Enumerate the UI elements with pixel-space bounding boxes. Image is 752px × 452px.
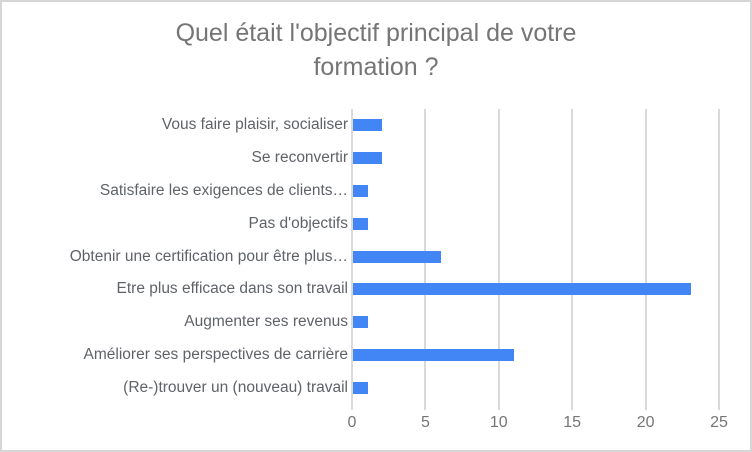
x-tick-label: 10: [489, 414, 508, 431]
chart-title: Quel était l'objectif principal de votre…: [175, 19, 577, 81]
gridline: [497, 109, 500, 404]
bar: [353, 217, 368, 230]
bar: [353, 184, 368, 197]
category-label: Augmenter ses revenus: [184, 313, 348, 331]
gridline: [571, 109, 574, 404]
category-label: Pas d'objectifs: [248, 214, 348, 232]
bar: [353, 152, 383, 165]
x-tick-label: 0: [347, 414, 357, 431]
category-label: Vous faire plaisir, socialiser: [161, 116, 348, 134]
x-axis-tick: [571, 404, 574, 410]
bar: [353, 283, 691, 296]
x-axis-tick: [718, 404, 720, 410]
x-axis-tick: [424, 404, 427, 410]
x-axis-tick: [644, 404, 647, 410]
gridline: [718, 109, 720, 404]
bar: [353, 348, 515, 361]
x-tick-label: 15: [563, 414, 582, 431]
x-tick-label: 5: [420, 414, 430, 431]
x-axis-tick: [351, 404, 353, 410]
gridline: [351, 109, 353, 404]
bar: [353, 316, 368, 329]
category-label: Etre plus efficace dans son travail: [116, 280, 348, 298]
bar: [353, 381, 368, 394]
category-label: Obtenir une certification pour être plus…: [69, 247, 348, 265]
gridline: [644, 109, 647, 404]
x-tick-label: 20: [636, 414, 655, 431]
bar: [353, 250, 442, 263]
category-label: (Re-)trouver un (nouveau) travail: [123, 378, 348, 396]
category-label: Se reconvertir: [251, 149, 348, 167]
x-tick-label: 25: [710, 414, 728, 431]
bar: [353, 119, 383, 132]
category-label: Satisfaire les exigences de clients…: [99, 181, 348, 199]
x-axis-tick: [497, 404, 500, 410]
category-label: Améliorer ses perspectives de carrière: [83, 345, 348, 363]
